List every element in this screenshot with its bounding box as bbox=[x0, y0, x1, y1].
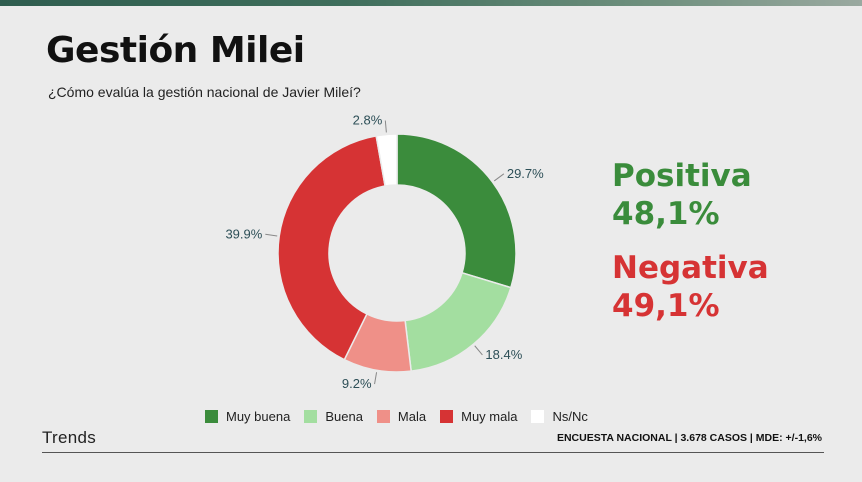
leader-line-mala bbox=[374, 372, 378, 385]
legend-swatch bbox=[304, 410, 318, 423]
legend-label: Ns/Nc bbox=[552, 409, 588, 424]
legend-item-muy-mala: Muy mala bbox=[440, 409, 517, 424]
negative-value: 49,1% bbox=[612, 288, 720, 324]
survey-footnote: ENCUESTA NACIONAL | 3.678 CASOS | MDE: +… bbox=[556, 432, 822, 444]
legend-swatch bbox=[440, 410, 454, 423]
top-accent-bar bbox=[0, 0, 862, 6]
legend-label: Muy mala bbox=[461, 409, 518, 424]
data-label-muy-mala: 39.9% bbox=[225, 226, 262, 241]
legend-item-ns-nc: Ns/Nc bbox=[531, 409, 588, 424]
legend-label: Buena bbox=[325, 409, 363, 424]
negative-label: Negativa bbox=[612, 250, 769, 286]
page-subtitle: ¿Cómo evalúa la gestión nacional de Javi… bbox=[48, 84, 361, 100]
data-label-ns-nc: 2.8% bbox=[353, 113, 383, 128]
leader-line-buena bbox=[474, 345, 483, 356]
legend-swatch bbox=[205, 410, 218, 423]
leader-line-ns-nc bbox=[384, 120, 387, 133]
slice-muy-buena bbox=[396, 133, 517, 289]
legend-item-mala: Mala bbox=[376, 409, 427, 424]
slice-ns-nc bbox=[375, 133, 398, 187]
brand-logo: Trends bbox=[42, 428, 97, 447]
footer-divider bbox=[42, 452, 824, 453]
chart-legend: Muy buena Buena Mala Muy mala Ns/Nc bbox=[205, 409, 588, 424]
data-label-mala: 9.2% bbox=[342, 376, 372, 391]
leader-line-muy-buena bbox=[493, 173, 505, 182]
page-title: Gestión Milei bbox=[46, 30, 305, 71]
data-label-buena: 18.4% bbox=[485, 347, 522, 362]
legend-item-buena: Buena bbox=[304, 409, 363, 424]
legend-item-muy-buena: Muy buena bbox=[205, 409, 290, 424]
slice-muy-mala bbox=[277, 134, 386, 361]
data-label-muy-buena: 29.7% bbox=[507, 166, 544, 181]
legend-swatch bbox=[376, 410, 390, 423]
leader-line-muy-mala bbox=[265, 233, 278, 237]
legend-swatch bbox=[531, 410, 545, 423]
legend-label: Mala bbox=[397, 409, 427, 424]
positive-label: Positiva bbox=[612, 158, 752, 194]
positive-value: 48,1% bbox=[612, 196, 720, 232]
legend-label: Muy buena bbox=[226, 409, 291, 424]
